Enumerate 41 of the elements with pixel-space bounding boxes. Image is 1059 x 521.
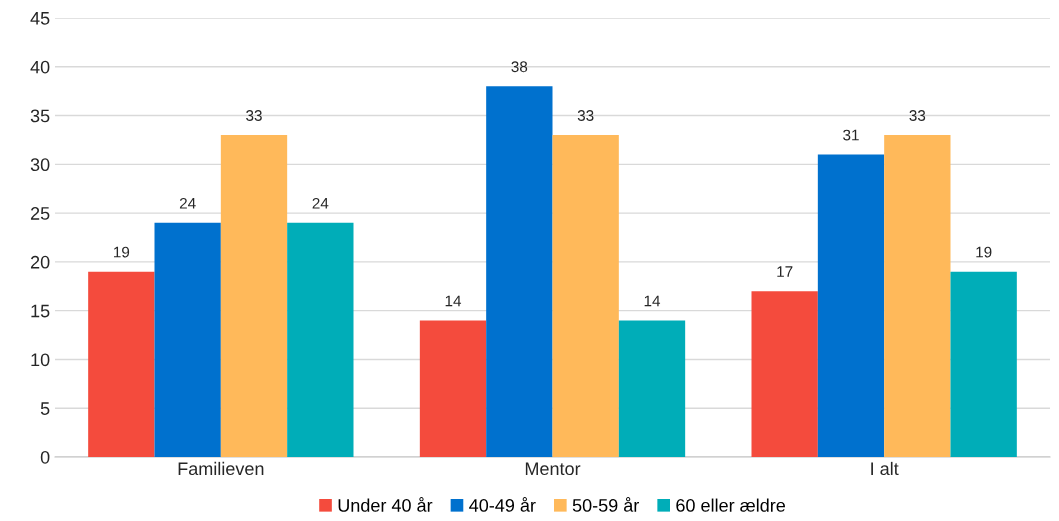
y-tick-label: 40 <box>30 60 50 74</box>
y-tick-label: 25 <box>30 207 50 220</box>
y-tick-label: 45 <box>30 12 50 25</box>
bar <box>88 271 155 457</box>
legend-label: Under 40 år <box>338 497 433 512</box>
bar <box>751 291 818 457</box>
bar <box>486 86 553 457</box>
bar <box>220 135 288 457</box>
bar <box>618 320 686 457</box>
x-tick-label: I alt <box>871 461 899 476</box>
data-label: 33 <box>577 110 594 121</box>
data-label: 31 <box>843 129 859 141</box>
y-tick-label: 15 <box>31 304 50 318</box>
data-label: 38 <box>511 61 528 73</box>
data-label: 33 <box>909 110 926 121</box>
y-tick-label: 0 <box>40 450 50 464</box>
bar <box>884 135 951 457</box>
bar <box>552 135 619 457</box>
y-tick-label: 10 <box>31 353 50 367</box>
legend-label: 60 eller ældre <box>676 498 786 512</box>
y-tick-label: 20 <box>30 255 50 269</box>
x-tick-label: Mentor <box>525 462 581 476</box>
data-label: 24 <box>312 197 329 209</box>
data-label: 14 <box>445 295 462 307</box>
y-tick-label: 5 <box>40 402 50 415</box>
bar <box>154 222 221 457</box>
data-label: 14 <box>644 295 661 307</box>
y-tick-label: 35 <box>30 109 50 123</box>
data-label: 24 <box>179 197 196 209</box>
data-label: 33 <box>246 110 262 121</box>
y-tick-label: 30 <box>30 158 50 172</box>
x-tick-label: Familieven <box>178 461 264 476</box>
bar <box>419 320 487 457</box>
bar <box>817 154 885 457</box>
data-label: 19 <box>976 246 992 258</box>
bar <box>950 271 1017 457</box>
bar <box>287 222 354 457</box>
data-label: 19 <box>114 246 130 258</box>
legend-label: 50-59 år <box>572 497 640 512</box>
data-label: 17 <box>777 266 793 277</box>
legend-label: 40-49 år <box>469 497 536 512</box>
